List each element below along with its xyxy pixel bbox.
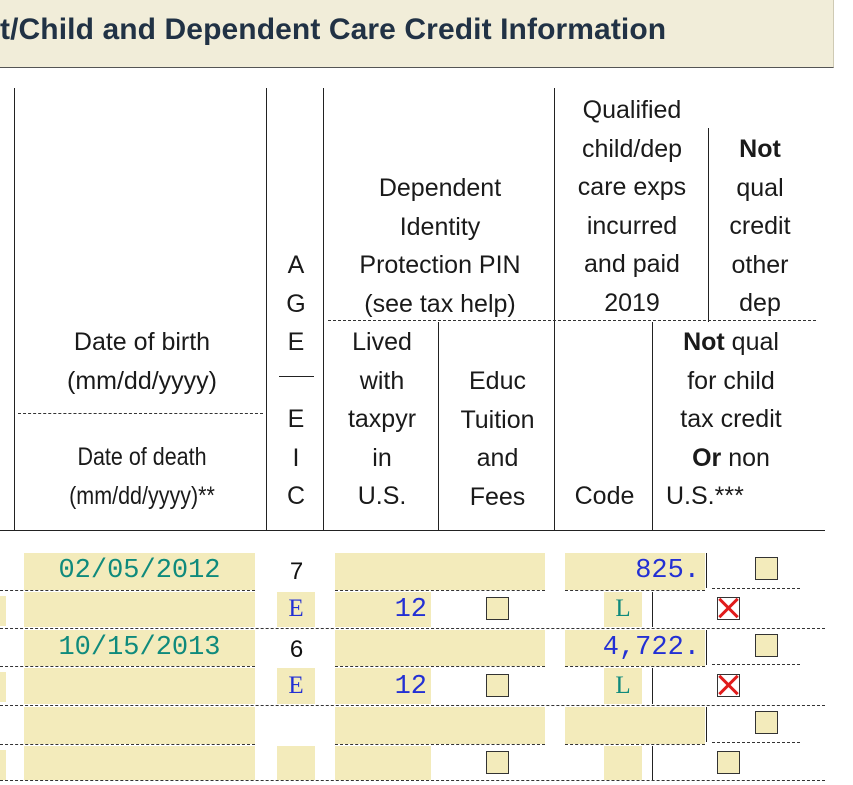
dob-header: Date of birth (mm/dd/yyyy) [67, 328, 217, 395]
not-qual-other-dep-checkbox-2[interactable] [755, 634, 778, 657]
not-qual-child-credit-checkbox-2[interactable] [717, 674, 740, 697]
section-title-bar: t/Child and Dependent Care Credit Inform… [0, 0, 834, 68]
eic-value-2: E [288, 672, 304, 699]
eic-value-1: E [288, 595, 304, 622]
care-exps-value-2: 4,722. [602, 633, 700, 663]
dod-field-2[interactable] [24, 668, 255, 704]
dod-field-3[interactable] [24, 746, 255, 780]
code-field-2[interactable] [604, 668, 642, 704]
dob-field-1[interactable] [24, 553, 255, 590]
not-qual-other-dep-header: Not qual credit other dep [729, 135, 791, 318]
col-divider [438, 322, 439, 530]
not-qual-other-dep-checkbox-3[interactable] [755, 711, 778, 734]
ip-pin-field-3[interactable] [335, 707, 545, 744]
eic-header: E I C [286, 405, 306, 511]
dob-field-3[interactable] [24, 707, 255, 744]
col-divider [708, 128, 709, 322]
educ-checkbox-1[interactable] [486, 597, 509, 620]
not-qual-child-credit-checkbox-1[interactable] [717, 597, 740, 620]
ip-pin-field-2[interactable] [335, 630, 545, 666]
eic-field-1[interactable] [277, 592, 315, 627]
dob-value-2: 10/15/2013 [58, 633, 221, 663]
age-eic-divider [279, 376, 314, 377]
lived-header: Lived with taxpyr in U.S. [347, 328, 417, 511]
age-value-1: 7 [289, 558, 304, 585]
not-qual-child-credit-header: Not qual for child tax credit Or non U.S… [666, 328, 782, 511]
educ-header: Educ Tuition and Fees [460, 367, 535, 511]
code-header: Code [574, 482, 635, 510]
not-qual-child-credit-checkbox-3[interactable] [717, 751, 740, 774]
care-exps-field-3[interactable] [565, 707, 705, 744]
lived-field-3[interactable] [335, 746, 431, 780]
ip-pin-field-1[interactable] [335, 553, 545, 590]
lived-value-1: 12 [394, 595, 427, 625]
section-title: t/Child and Dependent Care Credit Inform… [0, 13, 667, 46]
age-header: A G E [286, 251, 306, 357]
dob-field-2[interactable] [24, 630, 255, 666]
code-value-1: L [615, 595, 631, 622]
col-divider [266, 88, 267, 530]
col-divider [14, 88, 15, 530]
lived-value-2: 12 [394, 672, 427, 702]
header-bottom-rule [0, 530, 825, 531]
not-qual-other-dep-checkbox-1[interactable] [755, 557, 778, 580]
care-exps-field-2[interactable] [565, 630, 705, 666]
lived-field-1[interactable] [335, 592, 431, 627]
age-value-2: 6 [289, 636, 304, 663]
eic-field-2[interactable] [277, 668, 315, 704]
ip-pin-header: Dependent Identity Protection PIN (see t… [359, 174, 521, 318]
col-divider [323, 88, 324, 530]
lived-field-2[interactable] [335, 668, 431, 704]
care-exps-value-1: 825. [635, 556, 700, 586]
educ-checkbox-3[interactable] [486, 751, 509, 774]
col-divider [554, 88, 555, 530]
eic-field-3[interactable] [277, 746, 315, 780]
code-field-1[interactable] [604, 592, 642, 627]
dod-field-1[interactable] [24, 592, 255, 627]
col-divider [652, 322, 653, 530]
dod-header: Date of death (mm/dd/yyyy)** [69, 443, 215, 510]
dob-dod-divider [18, 413, 263, 414]
qualified-exps-header: Qualified child/dep care exps incurred a… [577, 96, 687, 317]
educ-checkbox-2[interactable] [486, 674, 509, 697]
header-mid-divider [328, 320, 816, 321]
code-value-2: L [615, 672, 631, 699]
care-exps-field-1[interactable] [565, 553, 705, 590]
code-field-3[interactable] [604, 746, 642, 780]
dob-value-1: 02/05/2012 [58, 556, 221, 586]
